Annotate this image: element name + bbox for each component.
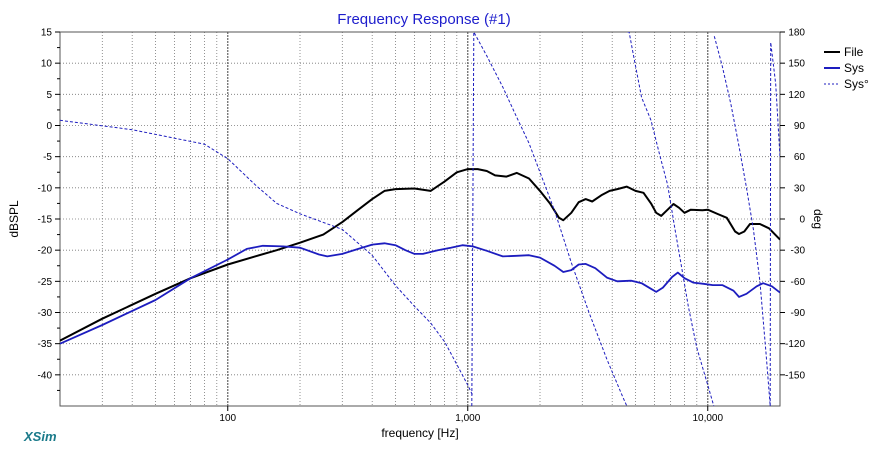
series-line-file [60,168,780,342]
left-y-axis-label: dBSPL [7,200,21,238]
grid-lines [60,31,780,406]
left-tick-label: -15 [38,215,53,226]
left-tick-label: -20 [38,246,53,257]
left-tick-label: 15 [41,28,53,39]
right-tick-label: -120 [785,339,805,350]
left-tick-label: 10 [41,59,53,70]
right-tick-label: 120 [788,90,805,101]
left-y-axis: 15 10 5 0 -5 -10 -15 -20 -25 -30 -35 -40 [38,28,60,391]
series-line-sys [60,242,780,345]
series-lines [60,32,780,406]
left-tick-label: -10 [38,183,53,194]
right-y-axis: 180 150 120 90 60 30 0 -30 -60 -90 -120 -150 [780,28,806,381]
right-tick-label: -30 [791,246,806,257]
left-tick-label: -25 [38,277,53,288]
x-axis-label: frequency [Hz] [381,426,458,440]
series-line-sys-phase [713,36,771,406]
right-tick-label: 150 [788,59,805,70]
legend-label-sys-phase: Sys° [844,77,869,91]
left-tick-label: -5 [43,152,52,163]
right-tick-label: -150 [785,370,805,381]
chart-title: Frequency Response (#1) [337,11,510,28]
xsim-brand: XSim [23,429,57,444]
series-line-sys-phase [769,41,780,406]
left-tick-label: 5 [46,90,52,101]
series-line-sys-phase [471,32,628,406]
right-tick-label: -90 [791,308,806,319]
legend-label-sys: Sys [844,61,864,75]
legend-label-file: File [844,45,864,59]
left-tick-label: -35 [38,339,53,350]
left-tick-label: -30 [38,308,53,319]
left-tick-label: 0 [46,121,52,132]
x-tick-label: 10,000 [692,413,723,424]
left-tick-label: -40 [38,370,53,381]
legend: File Sys Sys° [824,45,869,91]
right-tick-label: -60 [791,277,806,288]
right-tick-label: 30 [794,183,806,194]
x-axis: 100 1,000 10,000 [219,406,723,424]
x-tick-label: 100 [219,413,236,424]
right-tick-label: 0 [799,215,805,226]
x-tick-label: 1,000 [455,413,480,424]
right-tick-label: 180 [788,28,805,39]
right-tick-label: 90 [794,121,806,132]
right-y-axis-label: deg [811,209,825,229]
series-line-sys-phase [627,32,715,406]
series-line-sys-phase [60,119,474,396]
right-tick-label: 60 [794,152,806,163]
